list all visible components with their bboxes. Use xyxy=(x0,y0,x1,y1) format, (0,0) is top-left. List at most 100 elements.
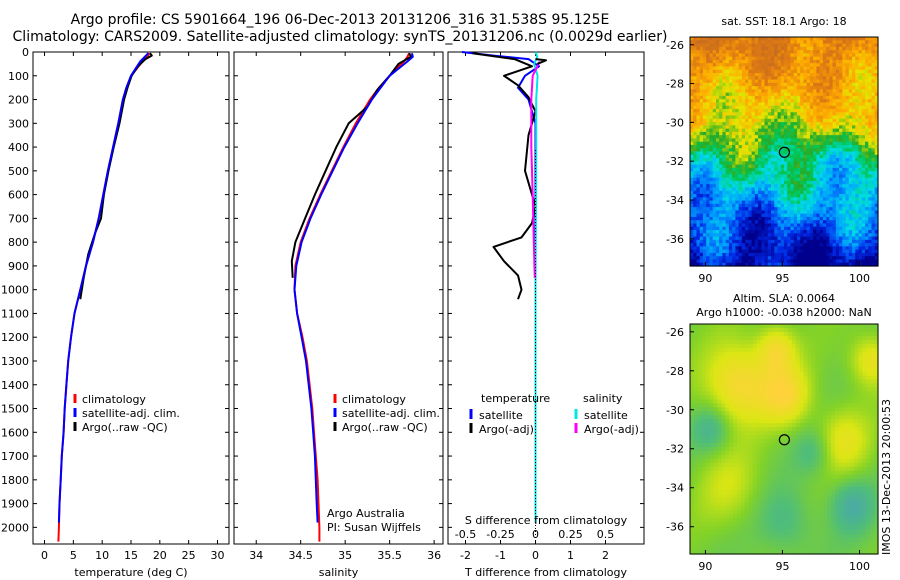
legend-label: satellite xyxy=(479,409,523,422)
x-axis-label: T difference from climatology xyxy=(464,566,627,579)
legend-label: satellite-adj. clim. xyxy=(82,407,180,420)
legend-label: satellite xyxy=(584,409,628,422)
legend-label: satellite-adj. clim. xyxy=(342,407,440,420)
map-y-tick-label: -32 xyxy=(666,443,684,456)
legend-label: Argo(..raw -QC) xyxy=(82,421,168,434)
y-tick-label: 1500 xyxy=(1,403,29,416)
x2-tick-label: 0.25 xyxy=(558,528,583,541)
x2-tick-label: -0.5 xyxy=(455,528,476,541)
x-tick-label: 10 xyxy=(95,549,109,562)
sst-map-title: sat. SST: 18.1 Argo: 18 xyxy=(721,15,846,28)
x-tick-label: 34.5 xyxy=(288,549,313,562)
map-y-tick-label: -34 xyxy=(666,482,684,495)
x-tick-label: 2 xyxy=(602,549,609,562)
y-tick-label: 300 xyxy=(8,117,29,130)
x-tick-label: 35.5 xyxy=(377,549,402,562)
x-tick-label: 36 xyxy=(427,549,441,562)
sla-map-title-line1: Altim. SLA: 0.0064 xyxy=(733,292,835,305)
y-tick-label: 900 xyxy=(8,260,29,273)
y-tick-label: 0 xyxy=(22,46,29,59)
annotation-text: Argo Australia xyxy=(327,507,405,520)
argo-position-marker xyxy=(778,146,790,158)
y-tick-label: 1900 xyxy=(1,498,29,511)
temperature-panel-frame xyxy=(32,51,230,545)
x-axis-label: salinity xyxy=(319,566,359,579)
sst-heatmap-frame xyxy=(689,36,879,267)
map-y-tick-label: -26 xyxy=(666,326,684,339)
x-tick-label: 30 xyxy=(210,549,224,562)
map-x-tick-label: 90 xyxy=(698,272,712,285)
map-x-tick-label: 90 xyxy=(698,560,712,573)
x-tick-label: 20 xyxy=(153,549,167,562)
x-tick-label: 5 xyxy=(70,549,77,562)
x2-tick-label: -0.25 xyxy=(486,528,514,541)
y-tick-label: 1700 xyxy=(1,450,29,463)
map-x-tick-label: 100 xyxy=(849,560,870,573)
y-tick-label: 700 xyxy=(8,212,29,225)
map-y-tick-label: -28 xyxy=(666,78,684,91)
map-x-tick-label: 95 xyxy=(775,272,789,285)
y-tick-label: 1800 xyxy=(1,474,29,487)
x-tick-label: 35 xyxy=(338,549,352,562)
plot-title-line2: Climatology: CARS2009. Satellite-adjuste… xyxy=(12,29,668,45)
y-tick-label: 1300 xyxy=(1,355,29,368)
x-tick-label: -1 xyxy=(495,549,506,562)
map-y-tick-label: -28 xyxy=(666,365,684,378)
legend-label: climatology xyxy=(342,393,406,406)
y-tick-label: 200 xyxy=(8,94,29,107)
y-tick-label: 1000 xyxy=(1,284,29,297)
y-tick-label: 1100 xyxy=(1,307,29,320)
x2-axis-label: S difference from climatology xyxy=(465,514,628,527)
series-line-satellite_adj xyxy=(293,52,414,523)
series-line-satellite_adj xyxy=(57,52,150,523)
y-tick-label: 600 xyxy=(8,189,29,202)
plot-title-line1: Argo profile: CS 5901664_196 06-Dec-2013… xyxy=(70,12,610,28)
sst-heatmap xyxy=(690,37,879,267)
x-tick-label: 1 xyxy=(567,549,574,562)
series-line-t_argo xyxy=(472,52,537,300)
legend-label: Argo(-adj) xyxy=(479,423,534,436)
y-tick-label: 1200 xyxy=(1,331,29,344)
y-tick-label: 400 xyxy=(8,141,29,154)
sla-heatmap-frame xyxy=(689,323,879,555)
legend-label: climatology xyxy=(82,393,146,406)
y-tick-label: 800 xyxy=(8,236,29,249)
legend-header: salinity xyxy=(583,392,623,405)
map-y-tick-label: -26 xyxy=(666,39,684,52)
series-line-s_argo_spike xyxy=(535,58,547,65)
x-tick-label: 25 xyxy=(182,549,196,562)
y-tick-label: 100 xyxy=(8,70,29,83)
map-y-tick-label: -36 xyxy=(666,521,684,534)
sla-map-title-line2: Argo h1000: -0.038 h2000: NaN xyxy=(696,306,872,319)
x-tick-label: 34 xyxy=(249,549,263,562)
map-y-tick-label: -36 xyxy=(666,233,684,246)
legend-label: Argo(-adj) xyxy=(584,423,639,436)
legend-label: Argo(..raw -QC) xyxy=(342,421,428,434)
map-y-tick-label: -34 xyxy=(666,194,684,207)
map-y-tick-label: -30 xyxy=(666,116,684,129)
y-tick-label: 1400 xyxy=(1,379,29,392)
timestamp-stamp: IMOS 13-Dec-2013 20:00:53 xyxy=(880,399,893,555)
x-tick-label: 0 xyxy=(532,549,539,562)
x2-tick-label: 0.5 xyxy=(597,528,615,541)
salinity-panel-frame xyxy=(233,51,444,545)
y-tick-label: 500 xyxy=(8,165,29,178)
legend-header: temperature xyxy=(481,392,550,405)
x-tick-label: 15 xyxy=(124,549,138,562)
map-y-tick-label: -32 xyxy=(666,155,684,168)
argo-position-marker xyxy=(778,434,790,446)
sla-heatmap xyxy=(690,324,879,555)
y-tick-label: 1600 xyxy=(1,426,29,439)
x-tick-label: 0 xyxy=(41,549,48,562)
map-y-tick-label: -30 xyxy=(666,404,684,417)
x-axis-label: temperature (deg C) xyxy=(74,566,187,579)
map-x-tick-label: 95 xyxy=(775,560,789,573)
series-line-argo xyxy=(290,52,412,278)
y-tick-label: 2000 xyxy=(1,521,29,534)
difference-panel-frame xyxy=(447,51,645,545)
series-line-s_argo xyxy=(530,61,541,278)
x-tick-label: -2 xyxy=(460,549,471,562)
map-x-tick-label: 100 xyxy=(849,272,870,285)
annotation-text: PI: Susan Wijffels xyxy=(327,521,421,534)
